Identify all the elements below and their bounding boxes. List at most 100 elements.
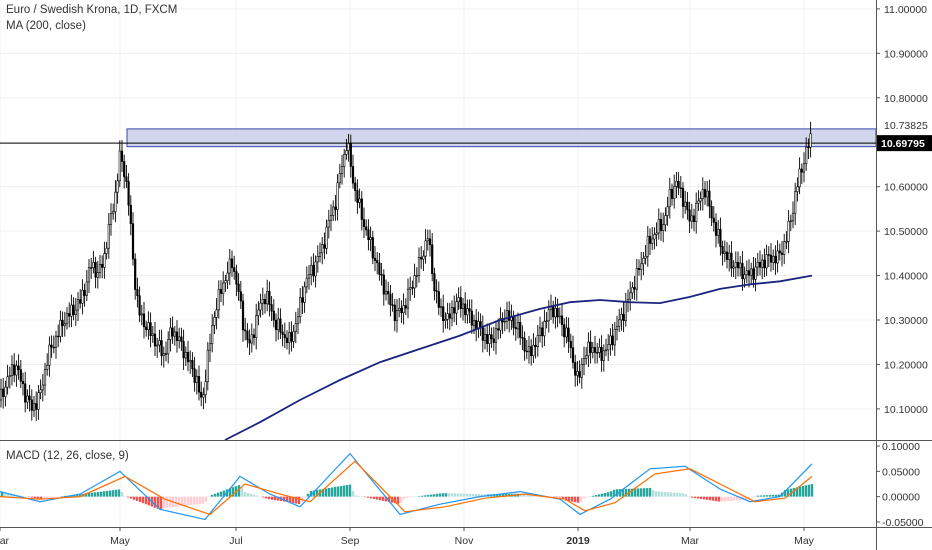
candle-body <box>299 297 302 318</box>
candle-body <box>202 394 205 398</box>
histogram-bar <box>453 493 457 497</box>
candle-body <box>600 346 603 361</box>
histogram-bar <box>717 496 721 502</box>
histogram-bar <box>702 496 706 500</box>
y-tick-label: 10.20000 <box>884 359 928 371</box>
histogram-bar <box>240 487 244 497</box>
candle-body <box>417 257 421 276</box>
x-tick-label: Sep <box>341 535 360 547</box>
candle-body <box>303 286 306 303</box>
candle-body <box>365 226 368 231</box>
histogram-bar <box>192 496 196 505</box>
candle-body <box>580 364 583 378</box>
histogram-bar <box>606 492 610 497</box>
candle-body <box>437 291 440 308</box>
histogram-bar <box>708 496 712 501</box>
candle-body <box>142 313 146 328</box>
candle-body <box>347 143 350 151</box>
histogram-bar <box>555 496 559 498</box>
candle-body <box>778 250 781 254</box>
candle-body <box>448 313 451 319</box>
histogram-bar <box>165 496 169 508</box>
candle-body <box>571 347 575 363</box>
histogram-bar <box>219 491 223 497</box>
histogram-bar <box>378 496 382 501</box>
candle-body <box>796 186 799 192</box>
histogram-bar <box>675 492 679 497</box>
candle-body <box>596 352 599 354</box>
histogram-bar <box>648 487 652 497</box>
histogram-bar <box>474 493 478 497</box>
time-axis[interactable]: Mar May Jul Sep Nov 2019 Mar May <box>0 527 815 547</box>
candle-body <box>268 290 271 305</box>
candle-body <box>134 258 137 290</box>
candle-body <box>679 187 682 189</box>
histogram-bar <box>699 496 703 499</box>
histogram-bar <box>303 496 307 498</box>
candle-body <box>648 236 652 244</box>
candle-body <box>527 346 531 353</box>
histogram-bar <box>408 496 412 498</box>
candle-body <box>461 303 465 309</box>
candle-body <box>402 305 405 314</box>
macd-axis[interactable]: 0.10000 0.05000 0.00000 -0.05000 <box>876 441 924 529</box>
candle-body <box>609 335 612 345</box>
candle-body <box>521 337 524 339</box>
histogram-bar <box>603 492 607 497</box>
candle-body <box>453 307 456 314</box>
candle-body <box>708 190 711 207</box>
candle-body <box>389 293 392 306</box>
histogram-bar <box>93 492 97 497</box>
candle-body <box>8 375 11 378</box>
candle-body <box>362 219 366 228</box>
histogram-bar <box>621 489 625 497</box>
candle-body <box>464 303 467 316</box>
macd-tick-label: 0.10000 <box>882 441 920 453</box>
candle-body <box>138 295 141 316</box>
candle-body <box>745 270 748 275</box>
candle-body <box>290 332 293 342</box>
candle-body <box>19 369 22 382</box>
candle-body <box>10 364 14 376</box>
candle-body <box>162 353 165 357</box>
candle-body <box>433 273 436 291</box>
histogram-bar <box>804 485 808 497</box>
histogram-bar <box>201 496 205 504</box>
candle-body <box>805 146 808 165</box>
histogram-bar <box>657 491 661 497</box>
histogram-bar <box>237 485 241 497</box>
candle-body <box>736 261 740 269</box>
candle-body <box>604 349 608 352</box>
histogram-bar <box>198 496 202 504</box>
histogram-bar <box>117 489 121 497</box>
candle-body <box>767 254 770 256</box>
candle-body <box>296 316 300 325</box>
candle-body <box>125 176 128 182</box>
histogram-bar <box>747 496 751 500</box>
candlestick-series <box>0 121 812 422</box>
candle-body <box>492 338 495 343</box>
histogram-bar <box>519 493 523 497</box>
candle-body <box>24 383 27 403</box>
histogram-bar <box>411 496 415 498</box>
histogram-bar <box>381 496 385 501</box>
candle-body <box>235 271 238 285</box>
histogram-bar <box>336 486 340 497</box>
candle-body <box>307 274 311 279</box>
candle-body <box>750 268 753 276</box>
candle-body <box>380 274 383 276</box>
histogram-bar <box>177 496 181 507</box>
candle-body <box>589 341 592 353</box>
price-axis[interactable]: 11.0000010.9000010.8000010.7000010.60000… <box>876 4 928 416</box>
candle-body <box>620 313 623 321</box>
candle-body <box>48 344 51 366</box>
histogram-bar <box>3 492 7 497</box>
candle-body <box>292 331 295 342</box>
candle-body <box>21 380 25 385</box>
candle-body <box>191 360 194 370</box>
histogram-bar <box>651 489 655 497</box>
histogram-bar <box>294 496 298 504</box>
histogram-bar <box>141 496 145 504</box>
histogram-bar <box>534 495 538 497</box>
